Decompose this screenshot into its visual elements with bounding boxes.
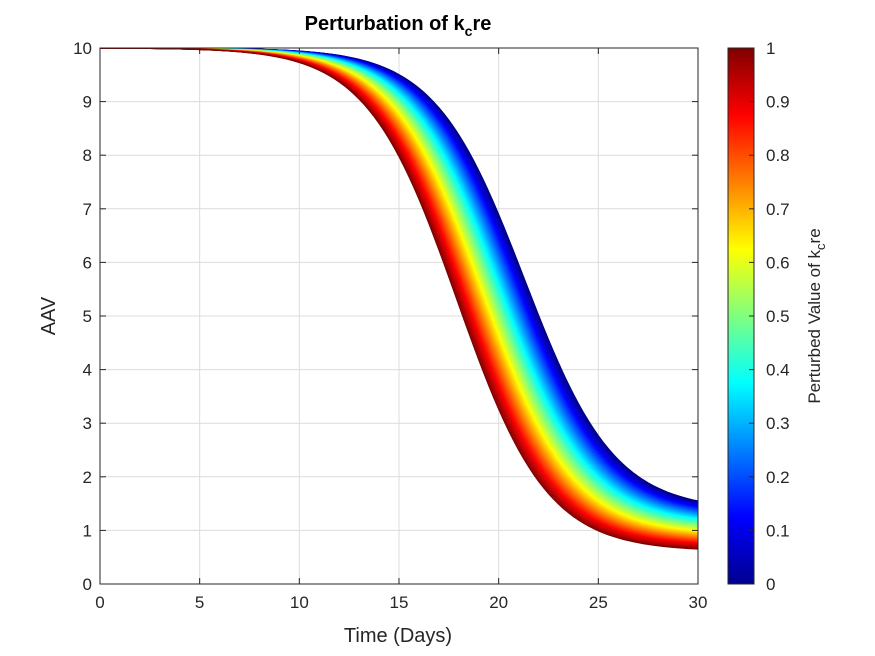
- colorbar-tick-label: 0.4: [766, 361, 790, 380]
- x-axis-ticks: 0 5 10 15 20 25 30: [95, 48, 707, 612]
- colorbar-tick-label: 0.5: [766, 307, 790, 326]
- x-tick-label: 15: [390, 593, 409, 612]
- y-tick-label: 6: [83, 253, 92, 272]
- colorbar-tick-label: 0.8: [766, 146, 790, 165]
- colorbar-tick-label: 0: [766, 575, 775, 594]
- colorbar-label: Perturbed Value of kcre: [805, 228, 828, 403]
- colorbar-tick-label: 1: [766, 39, 775, 58]
- x-tick-label: 30: [689, 593, 708, 612]
- y-tick-label: 5: [83, 307, 92, 326]
- y-tick-label: 10: [73, 39, 92, 58]
- x-tick-label: 0: [95, 593, 104, 612]
- colorbar-tick-label: 0.3: [766, 414, 790, 433]
- x-tick-label: 5: [195, 593, 204, 612]
- y-tick-label: 0: [83, 575, 92, 594]
- colorbar-tick-label: 0.9: [766, 93, 790, 112]
- y-tick-label: 7: [83, 200, 92, 219]
- colorbar-tick-label: 0.2: [766, 468, 790, 487]
- y-tick-label: 9: [83, 93, 92, 112]
- y-tick-label: 2: [83, 468, 92, 487]
- x-tick-label: 20: [489, 593, 508, 612]
- x-axis-label: Time (Days): [344, 625, 452, 647]
- colorbar-tick-label: 0.7: [766, 200, 790, 219]
- y-tick-label: 3: [83, 414, 92, 433]
- y-axis-ticks: 0 1 2 3 4 5 6 7 8 9 10: [73, 39, 698, 594]
- y-axis-label: AAV: [38, 296, 60, 335]
- y-tick-label: 1: [83, 521, 92, 540]
- x-tick-label: 10: [290, 593, 309, 612]
- x-tick-label: 25: [589, 593, 608, 612]
- y-tick-label: 4: [83, 361, 92, 380]
- colorbar-tick-label: 0.1: [766, 521, 790, 540]
- y-tick-label: 8: [83, 146, 92, 165]
- chart-title: Perturbation of kcre: [305, 13, 492, 39]
- colorbar-ticks: 0 0.1 0.2 0.3 0.4 0.5 0.6 0.7 0.8 0.9 1: [749, 39, 790, 594]
- colorbar-tick-label: 0.6: [766, 253, 790, 272]
